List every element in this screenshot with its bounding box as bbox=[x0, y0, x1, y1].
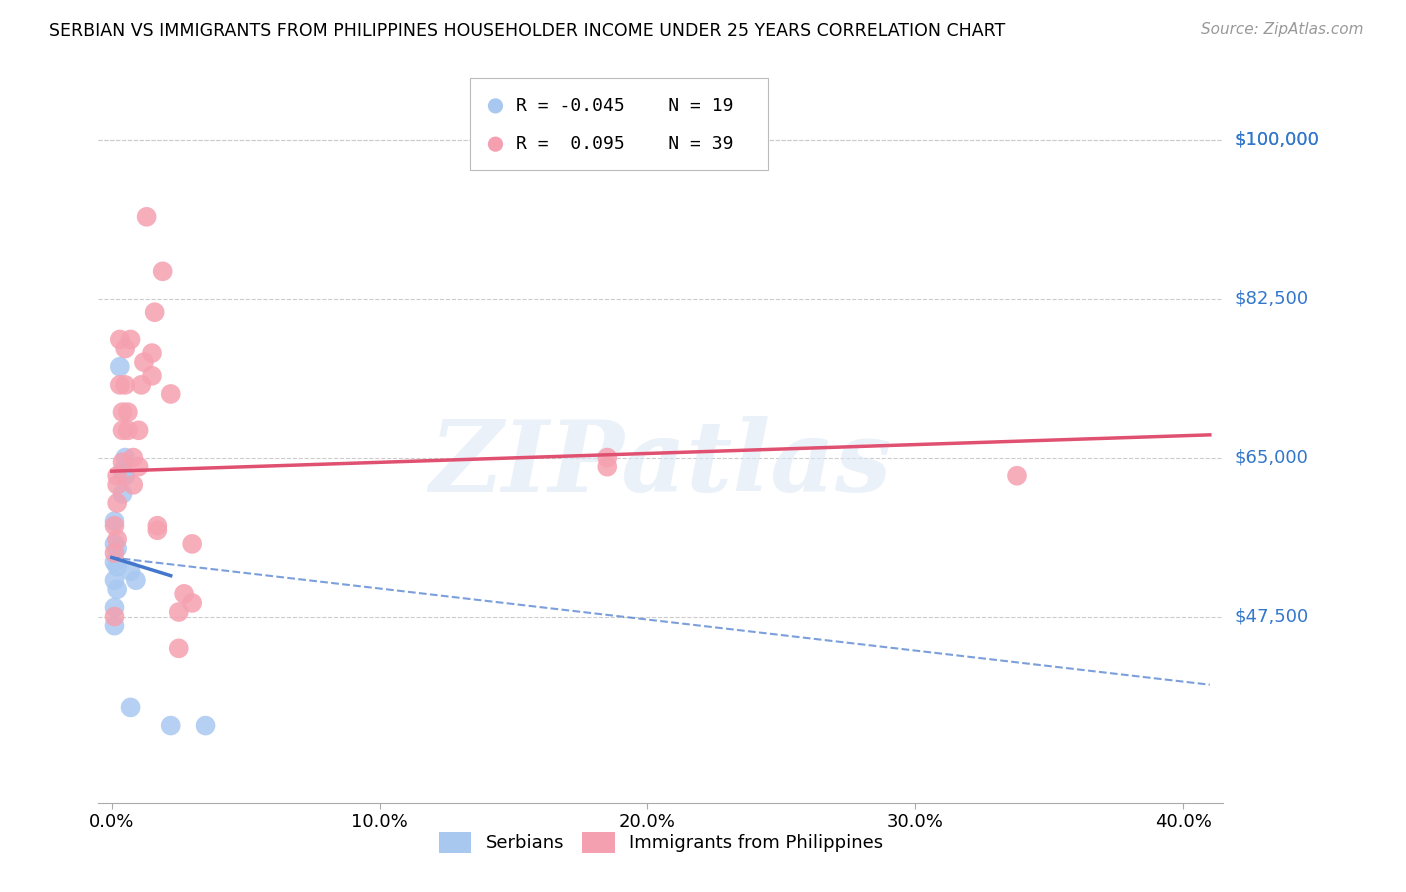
Point bbox=[132, 355, 155, 369]
Point bbox=[114, 377, 136, 392]
Point bbox=[1005, 468, 1028, 483]
Point bbox=[194, 718, 217, 732]
Point bbox=[120, 333, 142, 347]
Point bbox=[105, 559, 128, 574]
Point bbox=[114, 468, 136, 483]
Point bbox=[141, 368, 163, 383]
Point bbox=[105, 468, 128, 483]
Point bbox=[152, 264, 174, 278]
Point bbox=[167, 641, 190, 656]
Point bbox=[120, 564, 142, 578]
Point bbox=[108, 333, 131, 347]
Point bbox=[122, 478, 145, 492]
Point bbox=[143, 305, 166, 319]
Point bbox=[596, 450, 619, 465]
Point bbox=[129, 377, 152, 392]
Text: ZIPatlas: ZIPatlas bbox=[430, 416, 891, 513]
Point bbox=[111, 487, 134, 501]
Point bbox=[181, 537, 204, 551]
Point bbox=[103, 573, 125, 587]
Text: $65,000: $65,000 bbox=[1234, 449, 1308, 467]
Point bbox=[117, 405, 139, 419]
Point bbox=[173, 587, 195, 601]
Point bbox=[159, 387, 181, 401]
Point bbox=[111, 464, 134, 478]
Point bbox=[108, 377, 131, 392]
Point bbox=[146, 523, 169, 537]
Point bbox=[103, 514, 125, 528]
Point bbox=[103, 537, 125, 551]
Text: SERBIAN VS IMMIGRANTS FROM PHILIPPINES HOUSEHOLDER INCOME UNDER 25 YEARS CORRELA: SERBIAN VS IMMIGRANTS FROM PHILIPPINES H… bbox=[49, 22, 1005, 40]
Point bbox=[114, 450, 136, 465]
Point bbox=[111, 423, 134, 437]
Point bbox=[103, 618, 125, 632]
Point bbox=[125, 573, 148, 587]
Text: Source: ZipAtlas.com: Source: ZipAtlas.com bbox=[1201, 22, 1364, 37]
Text: R =  0.095    N = 39: R = 0.095 N = 39 bbox=[516, 136, 733, 153]
Text: R = -0.045    N = 19: R = -0.045 N = 19 bbox=[516, 97, 733, 115]
Point bbox=[167, 605, 190, 619]
Point bbox=[103, 546, 125, 560]
Point bbox=[114, 342, 136, 356]
Text: $100,000: $100,000 bbox=[1234, 130, 1319, 149]
Point bbox=[141, 346, 163, 360]
Point bbox=[181, 596, 204, 610]
Text: $100,000: $100,000 bbox=[1234, 130, 1319, 149]
Point bbox=[103, 518, 125, 533]
Point bbox=[146, 518, 169, 533]
Point bbox=[135, 210, 157, 224]
Legend: Serbians, Immigrants from Philippines: Serbians, Immigrants from Philippines bbox=[432, 825, 890, 860]
Point bbox=[108, 359, 131, 374]
Text: $47,500: $47,500 bbox=[1234, 607, 1309, 625]
FancyBboxPatch shape bbox=[470, 78, 768, 170]
Point bbox=[103, 600, 125, 615]
Point bbox=[122, 450, 145, 465]
Point bbox=[105, 582, 128, 597]
Point bbox=[105, 478, 128, 492]
Point bbox=[117, 423, 139, 437]
Point bbox=[105, 541, 128, 556]
Point bbox=[103, 555, 125, 569]
Point bbox=[111, 455, 134, 469]
Point bbox=[120, 700, 142, 714]
Point bbox=[128, 423, 150, 437]
Point bbox=[105, 533, 128, 547]
Point bbox=[103, 609, 125, 624]
Point bbox=[596, 459, 619, 474]
Point bbox=[128, 459, 150, 474]
Point bbox=[105, 496, 128, 510]
Point bbox=[111, 405, 134, 419]
Point bbox=[159, 718, 181, 732]
Text: $82,500: $82,500 bbox=[1234, 290, 1309, 308]
